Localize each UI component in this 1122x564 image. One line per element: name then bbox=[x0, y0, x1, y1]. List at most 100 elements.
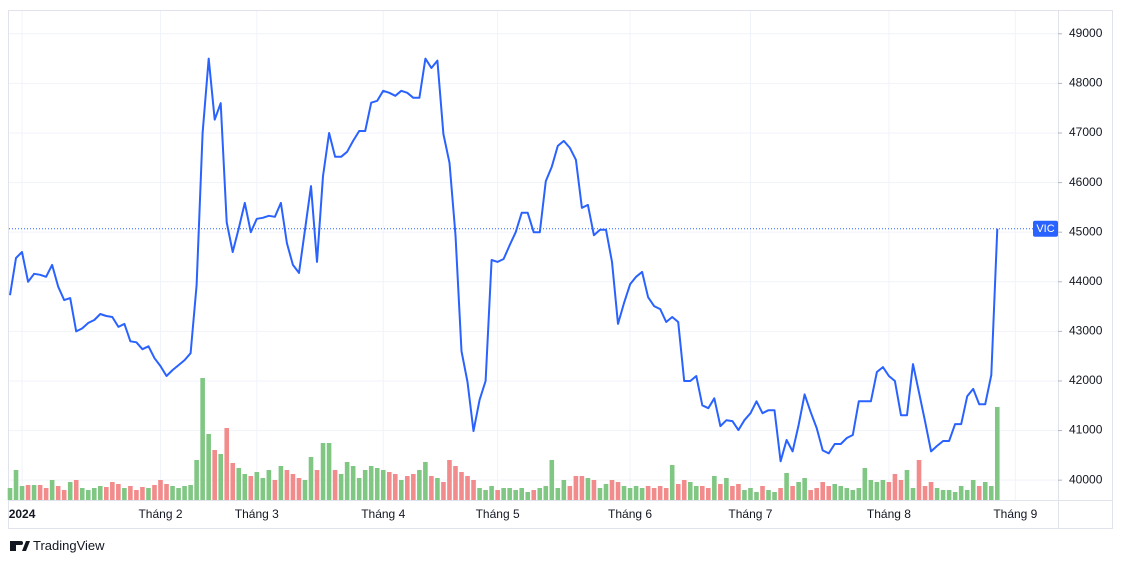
volume-bar bbox=[994, 407, 1000, 500]
logo: TradingView bbox=[10, 538, 105, 553]
volume-bar bbox=[718, 484, 723, 500]
y-tick-label: 48000 bbox=[1069, 76, 1103, 90]
volume-bar bbox=[423, 462, 428, 500]
volume-bar bbox=[675, 484, 681, 500]
volume-bar bbox=[790, 486, 795, 500]
volume-bar bbox=[693, 486, 699, 500]
volume-bar bbox=[284, 470, 290, 500]
volume-bar bbox=[742, 490, 747, 500]
y-tick-label: 43000 bbox=[1069, 324, 1103, 338]
volume-bar bbox=[537, 488, 543, 500]
volume-bar bbox=[910, 488, 916, 500]
logo-mark bbox=[10, 541, 16, 551]
volume-bar bbox=[459, 472, 464, 500]
volume-bar bbox=[302, 480, 308, 500]
volume-bar bbox=[820, 482, 825, 500]
volume-bar bbox=[31, 485, 37, 500]
volume-bar bbox=[380, 470, 386, 500]
volume-bar bbox=[784, 473, 789, 500]
x-tick-label: Tháng 9 bbox=[993, 507, 1037, 521]
volume-bar bbox=[700, 486, 705, 500]
volume-bar bbox=[904, 470, 910, 500]
volume-bar bbox=[158, 480, 163, 500]
volume-bar bbox=[802, 478, 807, 500]
volume-bar bbox=[429, 476, 434, 500]
logo-mark bbox=[22, 541, 30, 551]
volume-bar bbox=[513, 490, 518, 500]
volume-bar bbox=[98, 486, 103, 500]
volume-bar bbox=[946, 490, 952, 500]
volume-bar bbox=[164, 484, 169, 500]
volume-bar bbox=[152, 485, 157, 500]
volume-bar bbox=[224, 428, 230, 500]
volume-bar bbox=[874, 482, 880, 500]
volume-bar bbox=[531, 490, 537, 500]
volume-bar bbox=[585, 478, 591, 500]
volume-bar bbox=[754, 492, 759, 500]
volume-bar bbox=[128, 486, 133, 500]
volume-bar bbox=[477, 488, 482, 500]
volume-bar bbox=[898, 480, 904, 500]
volume-bar bbox=[856, 488, 862, 500]
volume-bar bbox=[230, 463, 236, 500]
volume-bar bbox=[988, 486, 994, 500]
symbol-tag bbox=[1033, 220, 1058, 237]
volume-bar bbox=[627, 488, 633, 500]
volume-bar bbox=[194, 460, 199, 500]
volume-bar bbox=[651, 488, 657, 500]
volume-bar bbox=[525, 492, 531, 500]
volume-bar bbox=[724, 478, 729, 500]
volume-bar bbox=[958, 486, 964, 500]
x-tick-label: Tháng 4 bbox=[361, 507, 405, 521]
volume-bar bbox=[850, 490, 856, 500]
volume-bar bbox=[609, 480, 615, 500]
x-tick-label: Tháng 6 bbox=[608, 507, 652, 521]
volume-bar bbox=[399, 480, 404, 500]
volume-bar bbox=[645, 486, 651, 500]
volume-bar bbox=[236, 468, 242, 500]
volume-bar bbox=[748, 488, 753, 500]
volume-bar bbox=[176, 488, 181, 500]
volume-bar bbox=[916, 460, 922, 500]
y-tick-label: 49000 bbox=[1069, 26, 1103, 40]
volume-bar bbox=[73, 480, 79, 500]
volume-bar bbox=[579, 476, 585, 500]
volume-bar bbox=[49, 480, 55, 500]
brand: TradingView bbox=[33, 538, 105, 553]
volume-bar bbox=[338, 474, 344, 500]
volume-bar bbox=[308, 457, 314, 500]
volume-bar bbox=[182, 486, 187, 500]
volume-bar bbox=[483, 490, 488, 500]
x-tick-label: Tháng 2 bbox=[138, 507, 182, 521]
y-tick-label: 44000 bbox=[1069, 274, 1103, 288]
plot: VIC bbox=[9, 57, 1058, 463]
volume-bar bbox=[555, 488, 561, 500]
volume-pane bbox=[7, 378, 1000, 500]
volume-bar bbox=[922, 486, 928, 500]
volume-bar bbox=[19, 486, 25, 500]
volume-bar bbox=[272, 480, 278, 500]
logo-mark bbox=[10, 541, 20, 545]
volume-bar bbox=[188, 485, 193, 500]
volume-bar bbox=[67, 482, 73, 500]
volume-bar bbox=[639, 488, 645, 500]
volume-bar bbox=[597, 488, 603, 500]
volume-bar bbox=[218, 454, 223, 500]
volume-bar bbox=[386, 472, 392, 500]
volume-bar bbox=[730, 486, 735, 500]
volume-bar bbox=[79, 488, 85, 500]
volume-bar bbox=[591, 480, 597, 500]
volume-bar bbox=[712, 476, 717, 500]
volume-bar bbox=[880, 480, 886, 500]
volume-bar bbox=[952, 492, 958, 500]
volume-bar bbox=[290, 474, 296, 500]
volume-bar bbox=[278, 466, 284, 500]
chart-frame bbox=[8, 10, 1113, 529]
volume-bar bbox=[495, 490, 500, 500]
volume-bar bbox=[122, 488, 127, 500]
y-tick-label: 41000 bbox=[1069, 423, 1103, 437]
volume-bar bbox=[663, 488, 669, 500]
x-tick-label: 2024 bbox=[9, 507, 36, 521]
volume-bar bbox=[934, 488, 940, 500]
